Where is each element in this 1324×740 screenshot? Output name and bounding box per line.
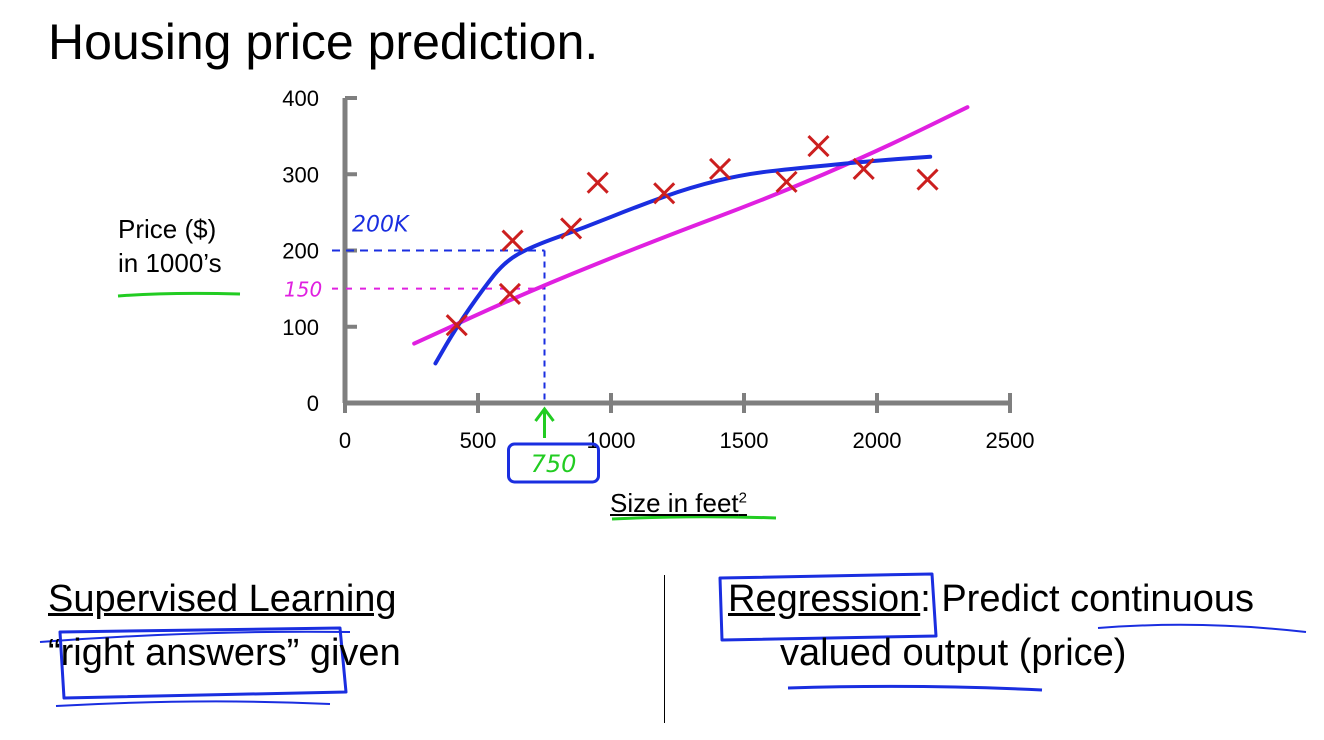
straight-line-fit xyxy=(412,105,970,346)
annotation-750-box xyxy=(507,442,600,484)
xlabel-underline xyxy=(611,515,777,521)
valued-output-underline xyxy=(787,684,1043,692)
regression-block: Regression: Predict continuous valued ou… xyxy=(728,572,1254,680)
regression-term: Regression xyxy=(728,578,921,620)
x-axis-label: Size in feet2 xyxy=(610,488,747,519)
chart-series xyxy=(412,105,970,366)
y-axis-label-line2: in 1000’s xyxy=(118,248,222,278)
regression-box xyxy=(718,572,938,642)
guide-lines xyxy=(332,249,546,403)
data-point-x-mark xyxy=(775,170,798,193)
data-point-x-mark xyxy=(916,168,939,191)
price-text: (price) xyxy=(1008,632,1127,674)
data-point-x-mark xyxy=(653,182,676,205)
curve-fit xyxy=(433,154,933,366)
data-point-x-mark xyxy=(586,171,609,194)
given-text: given xyxy=(299,632,401,674)
x-axis-label-text: Size in feet xyxy=(610,488,739,518)
supervised-learning-block: Supervised Learning “right answers” give… xyxy=(48,572,401,680)
x-mark-stroke xyxy=(775,170,798,193)
vertical-divider xyxy=(664,575,665,723)
x-tick-label: 2000 xyxy=(853,428,902,453)
y-axis-label: Price ($) in 1000’s xyxy=(118,212,222,280)
slide-title: Housing price prediction. xyxy=(48,14,599,70)
x-mark-stroke xyxy=(852,157,875,180)
hand-annotations: 200K 150 750 xyxy=(39,212,1307,707)
x-mark-stroke xyxy=(807,134,830,158)
continuous-underline xyxy=(1097,623,1307,633)
ylabel-underline xyxy=(117,291,241,298)
x-mark-stroke xyxy=(586,171,609,194)
chart-ticks: 0 100 200 300 400 0 500 1000 1500 2000 2500 xyxy=(282,86,1034,453)
chart-axes xyxy=(342,98,1010,406)
x-tick-label: 2500 xyxy=(986,428,1035,453)
arrow-head xyxy=(534,406,555,422)
x-mark-stroke xyxy=(916,168,939,191)
x-mark-stroke xyxy=(498,282,521,306)
data-point-x-mark xyxy=(708,157,732,180)
regression-colon: : xyxy=(920,578,931,620)
right-answers-underline xyxy=(55,700,331,707)
x-tick-label: 500 xyxy=(460,428,497,453)
data-point-x-mark xyxy=(807,134,830,158)
y-tick-label: 100 xyxy=(282,315,319,340)
x-mark-stroke xyxy=(445,314,468,337)
right-answers-text: “right answers” xyxy=(48,632,300,674)
x-tick-label: 1000 xyxy=(587,428,636,453)
data-point-x-mark xyxy=(501,229,524,252)
regression-line1: Predict continuous xyxy=(930,578,1254,620)
x-axis-label-superscript: 2 xyxy=(738,489,747,507)
data-point-x-mark xyxy=(852,157,875,180)
valued-output-text: valued output xyxy=(780,632,1009,674)
chart-points xyxy=(445,134,939,337)
x-tick-label: 1500 xyxy=(720,428,769,453)
annotation-200k: 200K xyxy=(352,212,410,237)
y-axis-label-line1: Price ($) xyxy=(118,214,217,244)
right-answers-box xyxy=(58,626,348,700)
right-answers-overline xyxy=(39,630,351,643)
y-tick-label: 300 xyxy=(282,162,319,187)
y-tick-label: 0 xyxy=(307,391,319,416)
x-mark-stroke xyxy=(708,157,732,180)
data-point-x-mark xyxy=(560,217,583,240)
x-mark-stroke xyxy=(653,182,676,205)
x-mark-stroke xyxy=(501,229,524,252)
x-mark-stroke xyxy=(560,217,583,240)
x-tick-label: 0 xyxy=(339,428,351,453)
annotation-750: 750 xyxy=(531,450,577,478)
annotation-150: 150 xyxy=(284,278,322,302)
supervised-learning-heading: Supervised Learning xyxy=(48,578,397,620)
y-tick-label: 400 xyxy=(282,86,319,111)
data-point-x-mark xyxy=(445,314,468,337)
y-tick-label: 200 xyxy=(282,239,319,264)
data-point-x-mark xyxy=(498,282,521,306)
